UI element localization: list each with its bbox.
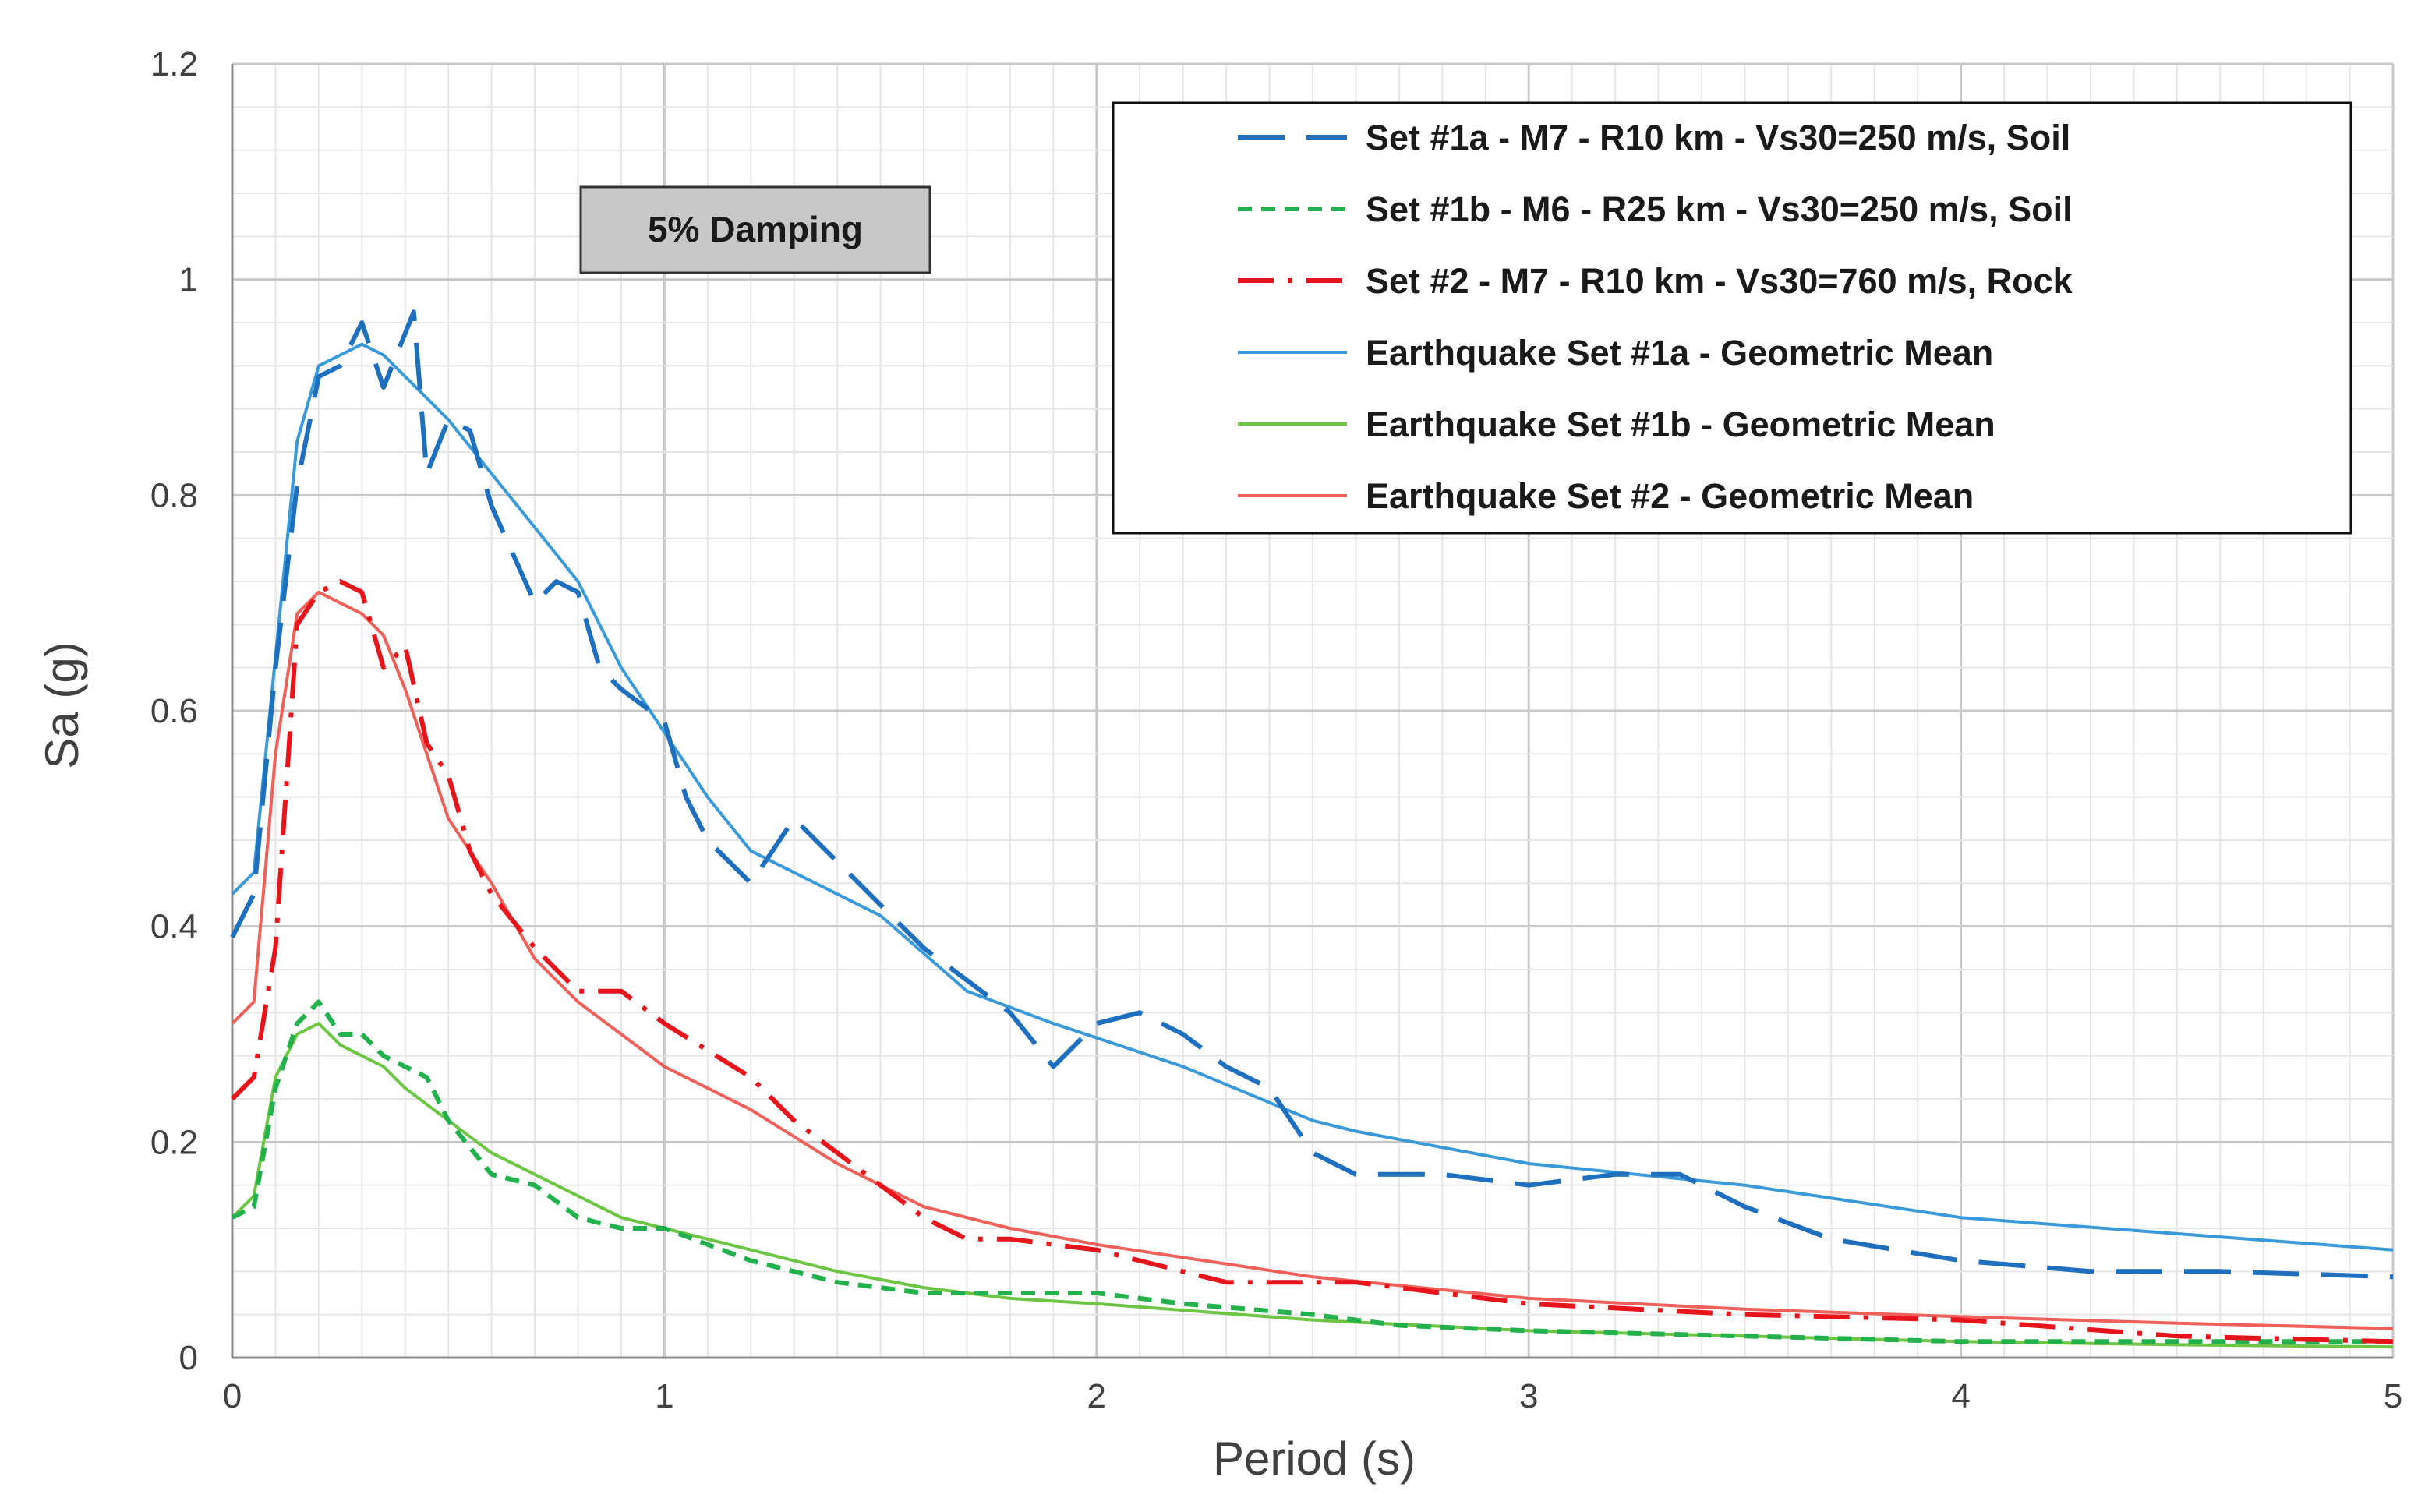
legend-label-3: Set #2 - M7 - R10 km - Vs30=760 m/s, Roc… (1366, 261, 2073, 301)
x-axis-title: Period (s) (1213, 1433, 1416, 1485)
y-tick-label: 0.4 (150, 908, 198, 946)
series-line-6 (231, 590, 2394, 1330)
x-tick-label: 2 (1087, 1377, 1106, 1415)
y-tick-label: 0.2 (150, 1123, 198, 1161)
legend-label-5: Earthquake Set #1b - Geometric Mean (1366, 404, 1995, 444)
series-line-1 (230, 309, 2394, 1280)
x-tick-label: 3 (1519, 1377, 1538, 1415)
legend-label-4: Earthquake Set #1a - Geometric Mean (1366, 333, 1993, 373)
damping-annotation-text: 5% Damping (648, 209, 863, 249)
x-tick-label: 5 (2384, 1377, 2402, 1415)
y-tick-label: 1 (179, 261, 198, 299)
axes (231, 64, 2393, 1359)
damping-annotation-box (579, 185, 931, 274)
series-line-3 (230, 579, 2394, 1344)
series-line-2 (231, 999, 2393, 1344)
legend-label-1: Set #1a - M7 - R10 km - Vs30=250 m/s, So… (1366, 118, 2070, 157)
y-axis-title: Sa (g) (36, 641, 88, 768)
y-tick-label: 0.8 (150, 476, 198, 514)
legend: Set #1a - M7 - R10 km - Vs30=250 m/s, So… (1112, 101, 2352, 535)
damping-annotation: 5% Damping (579, 185, 931, 274)
y-tick-label: 1.2 (150, 45, 198, 83)
legend-box (1112, 101, 2352, 535)
x-tick-label: 4 (1951, 1377, 1970, 1415)
legend-label-6: Earthquake Set #2 - Geometric Mean (1366, 476, 1974, 516)
series-group (230, 309, 2394, 1349)
tick-labels: 0 1 2 3 4 5 0 0.2 0.4 0.6 0.8 1 1.2 (150, 45, 2402, 1415)
x-tick-label: 0 (223, 1377, 242, 1415)
y-tick-label: 0 (179, 1339, 198, 1377)
x-tick-label: 1 (655, 1377, 673, 1415)
legend-label-2: Set #1b - M6 - R25 km - Vs30=250 m/s, So… (1366, 189, 2073, 229)
series-line-4 (231, 342, 2394, 1252)
y-tick-label: 0.6 (150, 692, 198, 730)
